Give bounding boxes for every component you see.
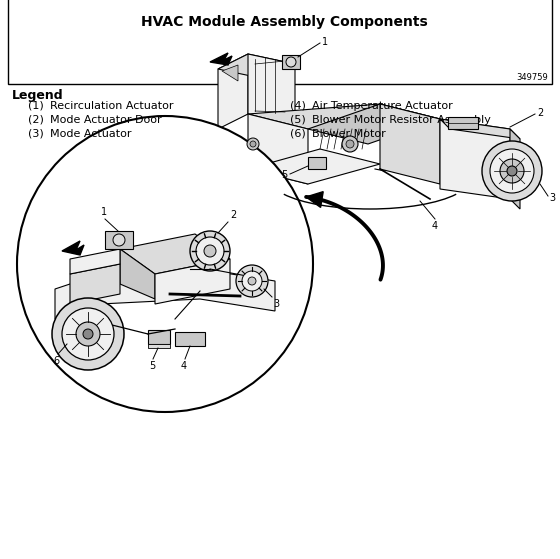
Text: Blower Motor Resistor Assembly: Blower Motor Resistor Assembly <box>312 115 491 125</box>
Circle shape <box>190 231 230 271</box>
Bar <box>148 344 170 348</box>
Polygon shape <box>62 241 84 255</box>
Bar <box>148 330 170 344</box>
Polygon shape <box>440 119 510 199</box>
Bar <box>105 231 133 249</box>
Polygon shape <box>380 104 440 184</box>
Text: (1): (1) <box>28 101 44 111</box>
Polygon shape <box>218 54 295 79</box>
Text: Mode Actuator: Mode Actuator <box>50 129 132 139</box>
Bar <box>308 157 326 169</box>
Polygon shape <box>55 269 275 319</box>
Polygon shape <box>510 129 520 209</box>
Polygon shape <box>120 234 230 274</box>
Text: Legend: Legend <box>12 89 64 102</box>
Circle shape <box>286 57 296 67</box>
Text: 5: 5 <box>149 361 155 371</box>
Text: 1: 1 <box>322 37 328 47</box>
Polygon shape <box>248 54 295 124</box>
Polygon shape <box>218 54 248 129</box>
Circle shape <box>250 141 256 147</box>
Polygon shape <box>308 104 440 144</box>
Polygon shape <box>248 149 380 184</box>
Polygon shape <box>70 264 120 304</box>
Text: (2): (2) <box>28 115 44 125</box>
Text: 3: 3 <box>549 193 555 203</box>
Text: (6): (6) <box>290 129 306 139</box>
Text: HVAC Module Assembly Components: HVAC Module Assembly Components <box>141 15 427 29</box>
Circle shape <box>52 298 124 370</box>
Circle shape <box>62 308 114 360</box>
Bar <box>175 332 205 346</box>
Text: Recirculation Actuator: Recirculation Actuator <box>50 101 174 111</box>
Bar <box>448 117 478 129</box>
Circle shape <box>83 329 93 339</box>
Polygon shape <box>210 53 232 65</box>
Polygon shape <box>440 119 520 139</box>
Text: 3: 3 <box>273 299 279 309</box>
Text: (5): (5) <box>290 115 306 125</box>
Text: (4): (4) <box>290 101 306 111</box>
Polygon shape <box>306 192 323 207</box>
Text: 5: 5 <box>281 170 287 180</box>
Circle shape <box>113 234 125 246</box>
Text: 6: 6 <box>53 356 59 366</box>
Circle shape <box>248 277 256 285</box>
Text: Blower Motor: Blower Motor <box>312 129 386 139</box>
Circle shape <box>76 322 100 346</box>
Polygon shape <box>248 104 440 129</box>
Text: 349759: 349759 <box>516 73 548 82</box>
Bar <box>282 55 300 69</box>
Polygon shape <box>120 249 155 299</box>
Bar <box>8 0 552 84</box>
Polygon shape <box>155 259 230 304</box>
Circle shape <box>247 138 259 150</box>
Text: 4: 4 <box>432 221 438 231</box>
Text: 2: 2 <box>230 210 236 220</box>
Circle shape <box>196 237 224 265</box>
Circle shape <box>342 136 358 152</box>
Text: 1: 1 <box>101 207 107 217</box>
Polygon shape <box>70 249 120 274</box>
Circle shape <box>204 245 216 257</box>
Circle shape <box>17 116 313 412</box>
Circle shape <box>482 141 542 201</box>
Circle shape <box>500 159 524 183</box>
Circle shape <box>507 166 517 176</box>
Polygon shape <box>248 114 308 184</box>
Circle shape <box>236 265 268 297</box>
Text: 2: 2 <box>537 108 543 118</box>
Circle shape <box>346 140 354 148</box>
Circle shape <box>242 271 262 291</box>
Text: Mode Actuator Door: Mode Actuator Door <box>50 115 162 125</box>
Text: (3): (3) <box>28 129 44 139</box>
Circle shape <box>490 149 534 193</box>
Text: Air Temperature Actuator: Air Temperature Actuator <box>312 101 452 111</box>
Polygon shape <box>222 65 238 81</box>
Text: 4: 4 <box>181 361 187 371</box>
